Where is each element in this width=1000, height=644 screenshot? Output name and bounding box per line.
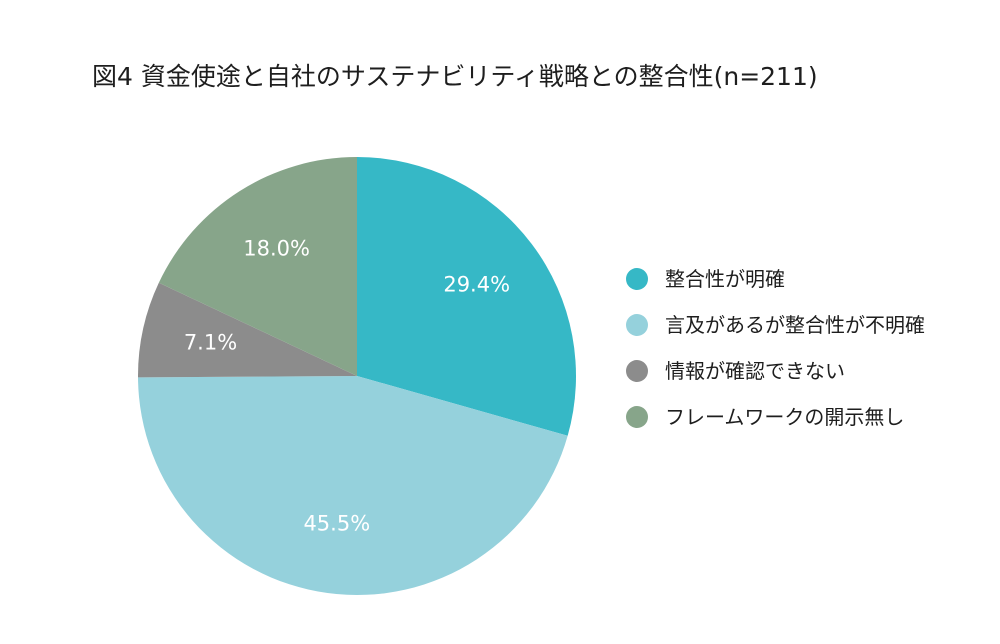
- legend-label: 情報が確認できない: [665, 359, 845, 383]
- slice-unverifiable: [137, 282, 357, 378]
- legend-swatch: [626, 314, 648, 336]
- legend-item-mentioned-unclear: 言及があるが整合性が不明確: [626, 312, 925, 338]
- slice-clear-alignment: [357, 157, 576, 436]
- slice-mentioned-unclear: [138, 376, 568, 596]
- legend-label: フレームワークの開示無し: [665, 405, 905, 429]
- legend-swatch: [626, 406, 648, 428]
- legend-swatch: [626, 268, 648, 290]
- slice-value-label: 18.0%: [243, 236, 310, 260]
- legend: 整合性が明確 言及があるが整合性が不明確 情報が確認できない フレームワークの開…: [626, 266, 925, 450]
- legend-swatch: [626, 360, 648, 382]
- chart-title: 図4 資金使途と自社のサステナビリティ戦略との整合性(n=211): [92, 62, 818, 91]
- legend-item-clear-alignment: 整合性が明確: [626, 266, 925, 292]
- slice-value-label: 29.4%: [443, 273, 510, 297]
- slice-value-label: 7.1%: [184, 331, 237, 355]
- slice-value-label: 45.5%: [303, 512, 370, 536]
- legend-item-no-framework: フレームワークの開示無し: [626, 404, 925, 430]
- slice-no-framework: [158, 157, 357, 376]
- legend-label: 整合性が明確: [665, 267, 785, 291]
- legend-item-unverifiable: 情報が確認できない: [626, 358, 925, 384]
- legend-label: 言及があるが整合性が不明確: [665, 313, 925, 337]
